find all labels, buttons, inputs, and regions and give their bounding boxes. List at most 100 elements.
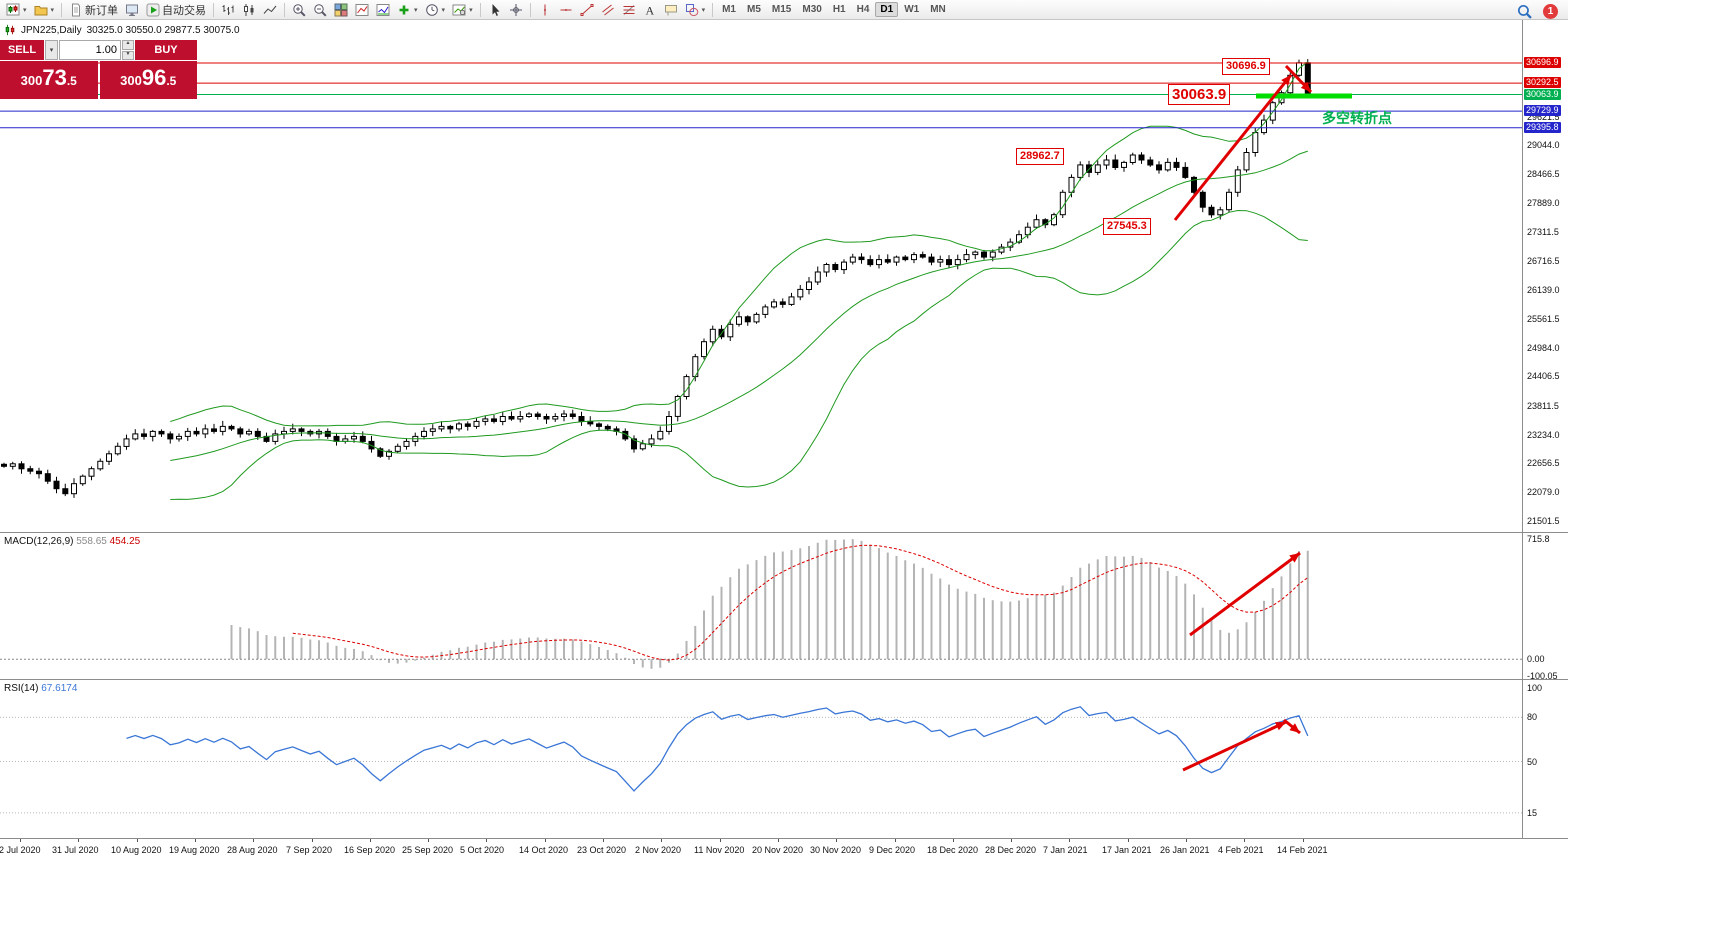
horizontal-line-button[interactable] bbox=[556, 1, 576, 19]
panel-splitter[interactable] bbox=[0, 532, 1568, 533]
trend-arrow[interactable] bbox=[1173, 74, 1293, 221]
date-tick bbox=[895, 839, 896, 842]
date-label: 14 Feb 2021 bbox=[1277, 845, 1328, 855]
indicator-windows-button[interactable] bbox=[373, 1, 393, 19]
date-label: 26 Jan 2021 bbox=[1160, 845, 1210, 855]
timeframe-m1-button[interactable]: M1 bbox=[722, 4, 736, 15]
metaeditor-button[interactable] bbox=[122, 1, 142, 19]
timeframe-d1-button[interactable]: D1 bbox=[875, 2, 899, 17]
chevron-down-icon: ▾ bbox=[701, 6, 706, 14]
timeframe-mn-button[interactable]: MN bbox=[930, 4, 946, 15]
text-button[interactable]: A bbox=[640, 1, 660, 19]
vline-icon bbox=[543, 4, 546, 15]
trendline-button[interactable] bbox=[577, 1, 597, 19]
trade-options-button[interactable]: ▾ bbox=[45, 40, 58, 60]
toolbar-separator bbox=[712, 2, 714, 17]
zoom-out-button[interactable] bbox=[310, 1, 330, 19]
macd-tick-label: -100.05 bbox=[1527, 671, 1558, 681]
line-chart-mode-button[interactable] bbox=[260, 1, 280, 19]
cursor-button[interactable] bbox=[485, 1, 505, 19]
chart-title: JPN225,Daily 30325.0 30550.0 29877.5 300… bbox=[4, 24, 240, 36]
rsi-trend-arrow[interactable] bbox=[1283, 718, 1301, 735]
timeframe-m15-button[interactable]: M15 bbox=[771, 4, 792, 15]
vertical-line-button[interactable] bbox=[535, 1, 555, 19]
date-label: 31 Jul 2020 bbox=[52, 845, 99, 855]
search-button[interactable] bbox=[1514, 2, 1535, 20]
chevron-down-icon: ▾ bbox=[469, 6, 473, 14]
date-label: 23 Oct 2020 bbox=[577, 845, 627, 855]
panel-splitter[interactable] bbox=[0, 679, 1568, 680]
text-label-button[interactable] bbox=[661, 1, 681, 19]
date-tick bbox=[1303, 839, 1304, 842]
main-chart-plot[interactable] bbox=[0, 20, 1522, 532]
profiles-button[interactable]: ▾ bbox=[31, 1, 58, 19]
fibonacci-button[interactable] bbox=[619, 1, 639, 19]
buy-price-display[interactable]: 300 96.5 bbox=[99, 61, 197, 99]
price-tick-label: 28466.5 bbox=[1527, 169, 1560, 179]
hline-icon bbox=[560, 8, 572, 11]
indicators-button[interactable] bbox=[352, 1, 372, 19]
timeframe-m5-button[interactable]: M5 bbox=[747, 4, 761, 15]
price-annotation[interactable]: 27545.3 bbox=[1103, 218, 1151, 235]
date-label: 20 Nov 2020 bbox=[752, 845, 804, 855]
new-order-button[interactable]: 新订单 bbox=[66, 1, 121, 19]
zoom-in-icon bbox=[293, 3, 306, 17]
date-label: 14 Oct 2020 bbox=[519, 845, 569, 855]
shapes-button[interactable]: ▾ bbox=[682, 1, 709, 19]
trend-arrow[interactable] bbox=[1284, 64, 1313, 94]
volume-input[interactable] bbox=[59, 40, 121, 60]
timeframe-w1-button[interactable]: W1 bbox=[904, 4, 920, 15]
tile-windows-button[interactable] bbox=[331, 1, 351, 19]
indicator2-icon bbox=[376, 3, 390, 16]
sell-price-main: 300 bbox=[20, 73, 43, 88]
timeframe-h1-button[interactable]: H1 bbox=[832, 4, 846, 15]
rsi-trend-arrow[interactable] bbox=[1182, 720, 1287, 772]
chevron-down-icon: ▾ bbox=[50, 6, 55, 14]
new-chart-button[interactable]: ▾ bbox=[3, 1, 30, 19]
crosshair-button[interactable] bbox=[506, 1, 526, 19]
date-label: 25 Sep 2020 bbox=[402, 845, 454, 855]
symbol-period-label: JPN225,Daily bbox=[21, 24, 82, 36]
rsi-plot[interactable] bbox=[0, 680, 1522, 838]
notification-badge[interactable]: 1 bbox=[1543, 3, 1558, 19]
date-tick bbox=[428, 839, 429, 842]
macd-plot[interactable] bbox=[0, 533, 1522, 679]
zoom-in-button[interactable] bbox=[289, 1, 309, 19]
price-tick-label: 21501.5 bbox=[1527, 516, 1560, 526]
date-label: 5 Oct 2020 bbox=[460, 845, 505, 855]
add-indicator-button[interactable]: ▾ bbox=[394, 1, 421, 19]
spinner-up-icon: ▲ bbox=[122, 40, 134, 50]
price-annotation[interactable]: 30063.9 bbox=[1168, 84, 1231, 105]
trend-note[interactable]: 多空转折点 bbox=[1322, 110, 1392, 126]
macd-panel: MACD(12,26,9) 558.65 454.25 715.8 0.00 -10… bbox=[0, 533, 1568, 681]
macd-trend-arrow[interactable] bbox=[1189, 551, 1301, 637]
price-tick-label: 29044.0 bbox=[1527, 140, 1560, 150]
equidistant-channel-button[interactable] bbox=[598, 1, 618, 19]
periods-button[interactable]: ▾ bbox=[422, 1, 449, 19]
templates-button[interactable]: ▾ bbox=[449, 1, 476, 19]
sell-price-display[interactable]: 300 73.5 bbox=[0, 61, 98, 99]
volume-stepper[interactable]: ▲ ▼ bbox=[122, 40, 134, 60]
sell-price-pips: 73 bbox=[42, 65, 67, 90]
buy-button[interactable]: BUY bbox=[135, 40, 197, 60]
date-label: 7 Sep 2020 bbox=[286, 845, 333, 855]
rsi-label: RSI(14) 67.6174 bbox=[4, 683, 77, 694]
time-axis[interactable]: 22 Jul 2020 31 Jul 2020 10 Aug 2020 19 Aug … bbox=[0, 838, 1568, 858]
text-icon: A bbox=[645, 3, 654, 17]
tiles-icon bbox=[334, 3, 348, 16]
candle-chart-mode-button[interactable] bbox=[239, 1, 259, 19]
price-annotation[interactable]: 28962.7 bbox=[1016, 148, 1064, 165]
price-annotation[interactable]: 30696.9 bbox=[1222, 58, 1270, 75]
toolbar-separator bbox=[61, 2, 63, 17]
sell-button[interactable]: SELL bbox=[0, 40, 44, 60]
timeframe-h4-button[interactable]: H4 bbox=[856, 4, 870, 15]
date-label: 30 Nov 2020 bbox=[810, 845, 862, 855]
autotrading-button[interactable]: 自动交易 bbox=[143, 1, 209, 19]
zoom-out-icon bbox=[314, 3, 327, 17]
bar-chart-mode-button[interactable] bbox=[218, 1, 238, 19]
timeframe-m30-button[interactable]: M30 bbox=[802, 4, 822, 15]
date-tick bbox=[486, 839, 487, 842]
price-tick-label: 26716.5 bbox=[1527, 256, 1560, 266]
price-tag: 29729.9 bbox=[1524, 105, 1561, 116]
